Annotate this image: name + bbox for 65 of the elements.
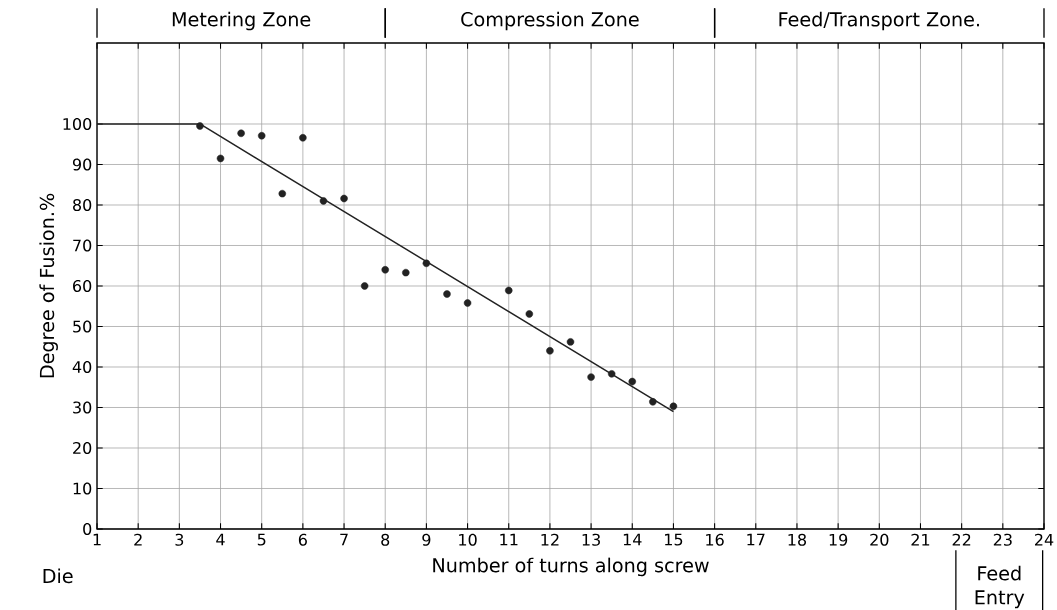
y-tick-label: 40 — [72, 360, 92, 374]
point — [649, 398, 657, 406]
text: Metering Zone — [172, 11, 311, 31]
x-tick-label: 21 — [911, 533, 930, 546]
point — [422, 259, 431, 268]
x-tick-label: 2 — [134, 533, 142, 546]
x-tick-label: 20 — [870, 533, 889, 546]
point — [196, 122, 204, 130]
x-tick-label: 4 — [216, 533, 225, 546]
x-tick-label: 1 — [93, 533, 101, 546]
y-tick-label: 20 — [73, 441, 92, 455]
x-tick-label: 14 — [623, 533, 642, 546]
point — [216, 154, 225, 163]
x-tick-label: 8 — [381, 533, 390, 546]
y-tick-label: 60 — [73, 279, 92, 293]
x-tick-label: 6 — [298, 533, 307, 546]
point — [360, 282, 369, 290]
point — [669, 402, 678, 411]
point — [237, 129, 245, 138]
point — [257, 132, 266, 140]
point — [525, 310, 534, 318]
x-tick-label: 24 — [1034, 533, 1054, 546]
y-tick-label: 0 — [83, 522, 92, 536]
point — [319, 197, 328, 205]
y-tick-label: 80 — [73, 198, 92, 212]
x-tick-label: 5 — [257, 533, 266, 546]
x-tick-label: 18 — [788, 533, 807, 546]
point — [299, 134, 307, 142]
x-tick-label: 19 — [829, 533, 848, 546]
point — [607, 370, 616, 378]
point — [628, 377, 636, 386]
text: Feed/Transport Zone. — [779, 11, 979, 31]
x-tick-label: 9 — [422, 533, 431, 546]
point — [566, 338, 575, 346]
text: Feed Entry — [975, 565, 1025, 609]
x-tick-label: 7 — [340, 533, 348, 546]
y-tick-label: 30 — [73, 401, 92, 414]
text: Compression Zone — [461, 11, 639, 31]
y-tick-label: 10 — [73, 482, 92, 495]
point — [463, 299, 472, 307]
point — [381, 266, 389, 274]
point — [340, 194, 348, 203]
point — [546, 347, 554, 355]
x-tick-label: 11 — [500, 533, 518, 546]
x-tick-label: 15 — [665, 533, 683, 546]
y-tick-label: 50 — [73, 320, 92, 333]
x-tick-label: 22 — [952, 533, 971, 546]
x-axis-title: Number of turns along screw — [433, 557, 709, 577]
y-tick-label: 100 — [63, 117, 92, 131]
point — [278, 189, 287, 198]
point — [587, 373, 595, 381]
point — [505, 286, 513, 295]
x-tick-label: 13 — [582, 533, 600, 546]
x-tick-label: 3 — [175, 533, 184, 546]
y-tick-label: 70 — [73, 239, 92, 252]
x-tick-label: 10 — [459, 533, 477, 546]
y-axis-title: Degree of Fusion.% — [39, 193, 58, 378]
x-tick-label: 12 — [541, 533, 559, 546]
text: Die — [43, 568, 73, 584]
x-tick-label: 23 — [993, 533, 1012, 546]
x-tick-label: 16 — [706, 533, 724, 546]
point — [402, 268, 410, 277]
y-tick-label: 90 — [72, 158, 92, 171]
point — [443, 290, 451, 298]
x-tick-label: 17 — [747, 533, 765, 546]
